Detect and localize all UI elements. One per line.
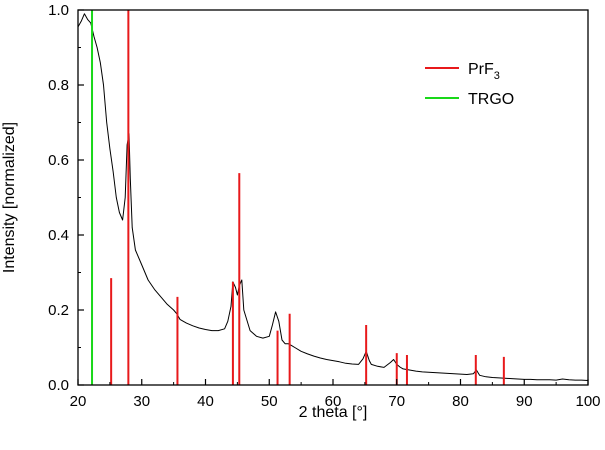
y-tick-label: 1.0 [48, 2, 69, 19]
x-tick-label: 70 [388, 393, 405, 410]
x-tick-label: 20 [70, 393, 87, 410]
y-axis-label: Intensity [normalized] [1, 122, 18, 273]
x-tick-label: 100 [575, 393, 600, 410]
y-tick-label: 0.4 [48, 227, 69, 244]
x-tick-label: 80 [452, 393, 469, 410]
x-tick-label: 90 [516, 393, 533, 410]
legend-label-trgo: TRGO [468, 91, 514, 108]
y-tick-label: 0.8 [48, 77, 69, 94]
x-axis-label: 2 theta [°] [299, 404, 368, 421]
y-tick-label: 0.2 [48, 302, 69, 319]
y-tick-label: 0.6 [48, 152, 69, 169]
x-tick-label: 40 [197, 393, 214, 410]
plot-frame [77, 9, 589, 386]
y-tick-label: 0.0 [48, 377, 69, 394]
legend-label-prf3-subscript: 3 [494, 70, 500, 82]
data-layer [77, 10, 589, 385]
x-tick-label: 60 [325, 393, 342, 410]
x-tick-label: 50 [261, 393, 278, 410]
legend: PrF3 TRGO [425, 61, 514, 108]
legend-label-prf3-main: PrF [468, 61, 494, 78]
axis-ticks: 20 30 40 50 60 70 80 90 100 0.0 0.2 0.4 0.6 0.8 1.0 [48, 2, 600, 410]
x-tick-label: 30 [133, 393, 150, 410]
legend-label-prf3: PrF3 [468, 61, 500, 82]
measured-pattern-line [77, 13, 589, 381]
